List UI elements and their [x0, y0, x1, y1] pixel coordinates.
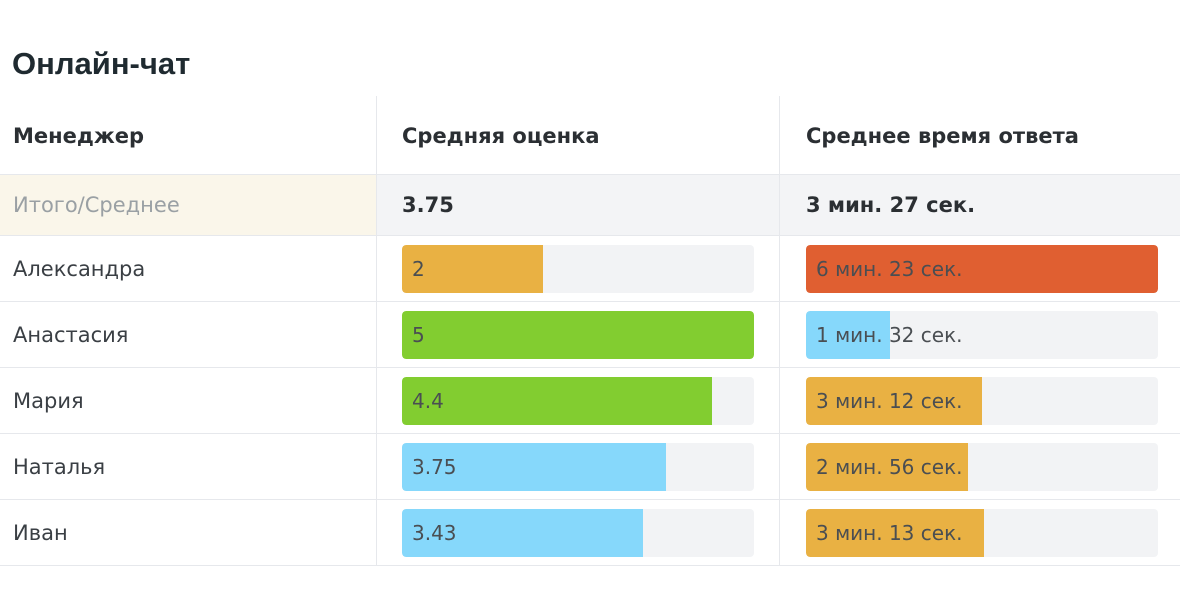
manager-name[interactable]: Наталья: [13, 454, 106, 479]
response-time-bar-cell: 2 мин. 56 сек.: [779, 434, 1180, 499]
response-time-bar-fill: [806, 442, 968, 491]
rating-bar-fill: [402, 442, 666, 491]
manager-name-cell: Иван: [0, 500, 376, 565]
manager-name[interactable]: Иван: [13, 520, 68, 545]
response-time-bar-value: 3 мин. 13 сек.: [816, 520, 963, 545]
rating-bar-cell: 3.43: [376, 500, 779, 565]
rating-bar-track: 2: [402, 244, 754, 293]
response-time-bar-track: 3 мин. 13 сек.: [806, 508, 1158, 557]
total-label: Итого/Среднее: [0, 175, 376, 235]
response-time-bar-fill: [806, 508, 984, 557]
manager-name[interactable]: Александра: [13, 256, 146, 281]
response-time-bar-fill: [806, 376, 982, 425]
table-row[interactable]: Мария 4.4 3 мин. 12 сек.: [0, 368, 1180, 434]
rating-bar-cell: 5: [376, 302, 779, 367]
rating-bar-track: 3.43: [402, 508, 754, 557]
rating-bar-fill: [402, 244, 543, 293]
response-time-bar-fill: [806, 310, 891, 359]
rating-bar-value: 3.43: [412, 520, 457, 545]
rating-bar-track: 4.4: [402, 376, 754, 425]
rating-bar-fill: [402, 508, 644, 557]
response-time-bar-value: 1 мин. 32 сек.: [816, 322, 963, 347]
response-time-bar-track: 3 мин. 12 сек.: [806, 376, 1158, 425]
column-header-avg-response[interactable]: Среднее время ответа: [779, 96, 1180, 174]
rating-bar-value: 5: [412, 322, 425, 347]
response-time-bar-value: 3 мин. 12 сек.: [816, 388, 963, 413]
total-avg-rating: 3.75: [376, 175, 779, 235]
response-time-bar-cell: 6 мин. 23 сек.: [779, 236, 1180, 301]
rating-bar-fill: [402, 310, 754, 359]
response-time-bar-track: 2 мин. 56 сек.: [806, 442, 1158, 491]
manager-name-cell: Наталья: [0, 434, 376, 499]
response-time-bar-value: 2 мин. 56 сек.: [816, 454, 963, 479]
table-row[interactable]: Иван 3.43 3 мин. 13 сек.: [0, 500, 1180, 566]
table-header-row: Менеджер Средняя оценка Среднее время от…: [0, 96, 1180, 174]
rating-bar-cell: 2: [376, 236, 779, 301]
response-time-bar-value: 6 мин. 23 сек.: [816, 256, 963, 281]
response-time-bar-track: 6 мин. 23 сек.: [806, 244, 1158, 293]
manager-name-cell: Анастасия: [0, 302, 376, 367]
response-time-bar-track: 1 мин. 32 сек.: [806, 310, 1158, 359]
total-avg-response: 3 мин. 27 сек.: [779, 175, 1180, 235]
manager-name-cell: Александра: [0, 236, 376, 301]
response-time-bar-cell: 3 мин. 13 сек.: [779, 500, 1180, 565]
rating-bar-value: 3.75: [412, 454, 457, 479]
table-row[interactable]: Наталья 3.75 2 мин. 56 сек.: [0, 434, 1180, 500]
rating-bar-track: 3.75: [402, 442, 754, 491]
rating-bar-track: 5: [402, 310, 754, 359]
rating-bar-cell: 4.4: [376, 368, 779, 433]
response-time-bar-cell: 1 мин. 32 сек.: [779, 302, 1180, 367]
rating-bar-value: 4.4: [412, 388, 444, 413]
manager-name[interactable]: Мария: [13, 388, 84, 413]
manager-name[interactable]: Анастасия: [13, 322, 129, 347]
response-time-bar-fill: [806, 244, 1158, 293]
table-row[interactable]: Анастасия 5 1 мин. 32 сек.: [0, 302, 1180, 368]
table-body: Александра 2 6 мин. 23 сек. Анастасия 5 1 мин…: [0, 236, 1180, 566]
response-time-bar-cell: 3 мин. 12 сек.: [779, 368, 1180, 433]
rating-bar-fill: [402, 376, 712, 425]
column-header-avg-rating[interactable]: Средняя оценка: [376, 96, 779, 174]
total-row: Итого/Среднее 3.75 3 мин. 27 сек.: [0, 174, 1180, 236]
table-row[interactable]: Александра 2 6 мин. 23 сек.: [0, 236, 1180, 302]
manager-name-cell: Мария: [0, 368, 376, 433]
rating-bar-cell: 3.75: [376, 434, 779, 499]
stats-table: Менеджер Средняя оценка Среднее время от…: [0, 96, 1180, 566]
column-header-manager[interactable]: Менеджер: [13, 124, 145, 148]
page-title: Онлайн-чат: [12, 46, 191, 81]
rating-bar-value: 2: [412, 256, 425, 281]
